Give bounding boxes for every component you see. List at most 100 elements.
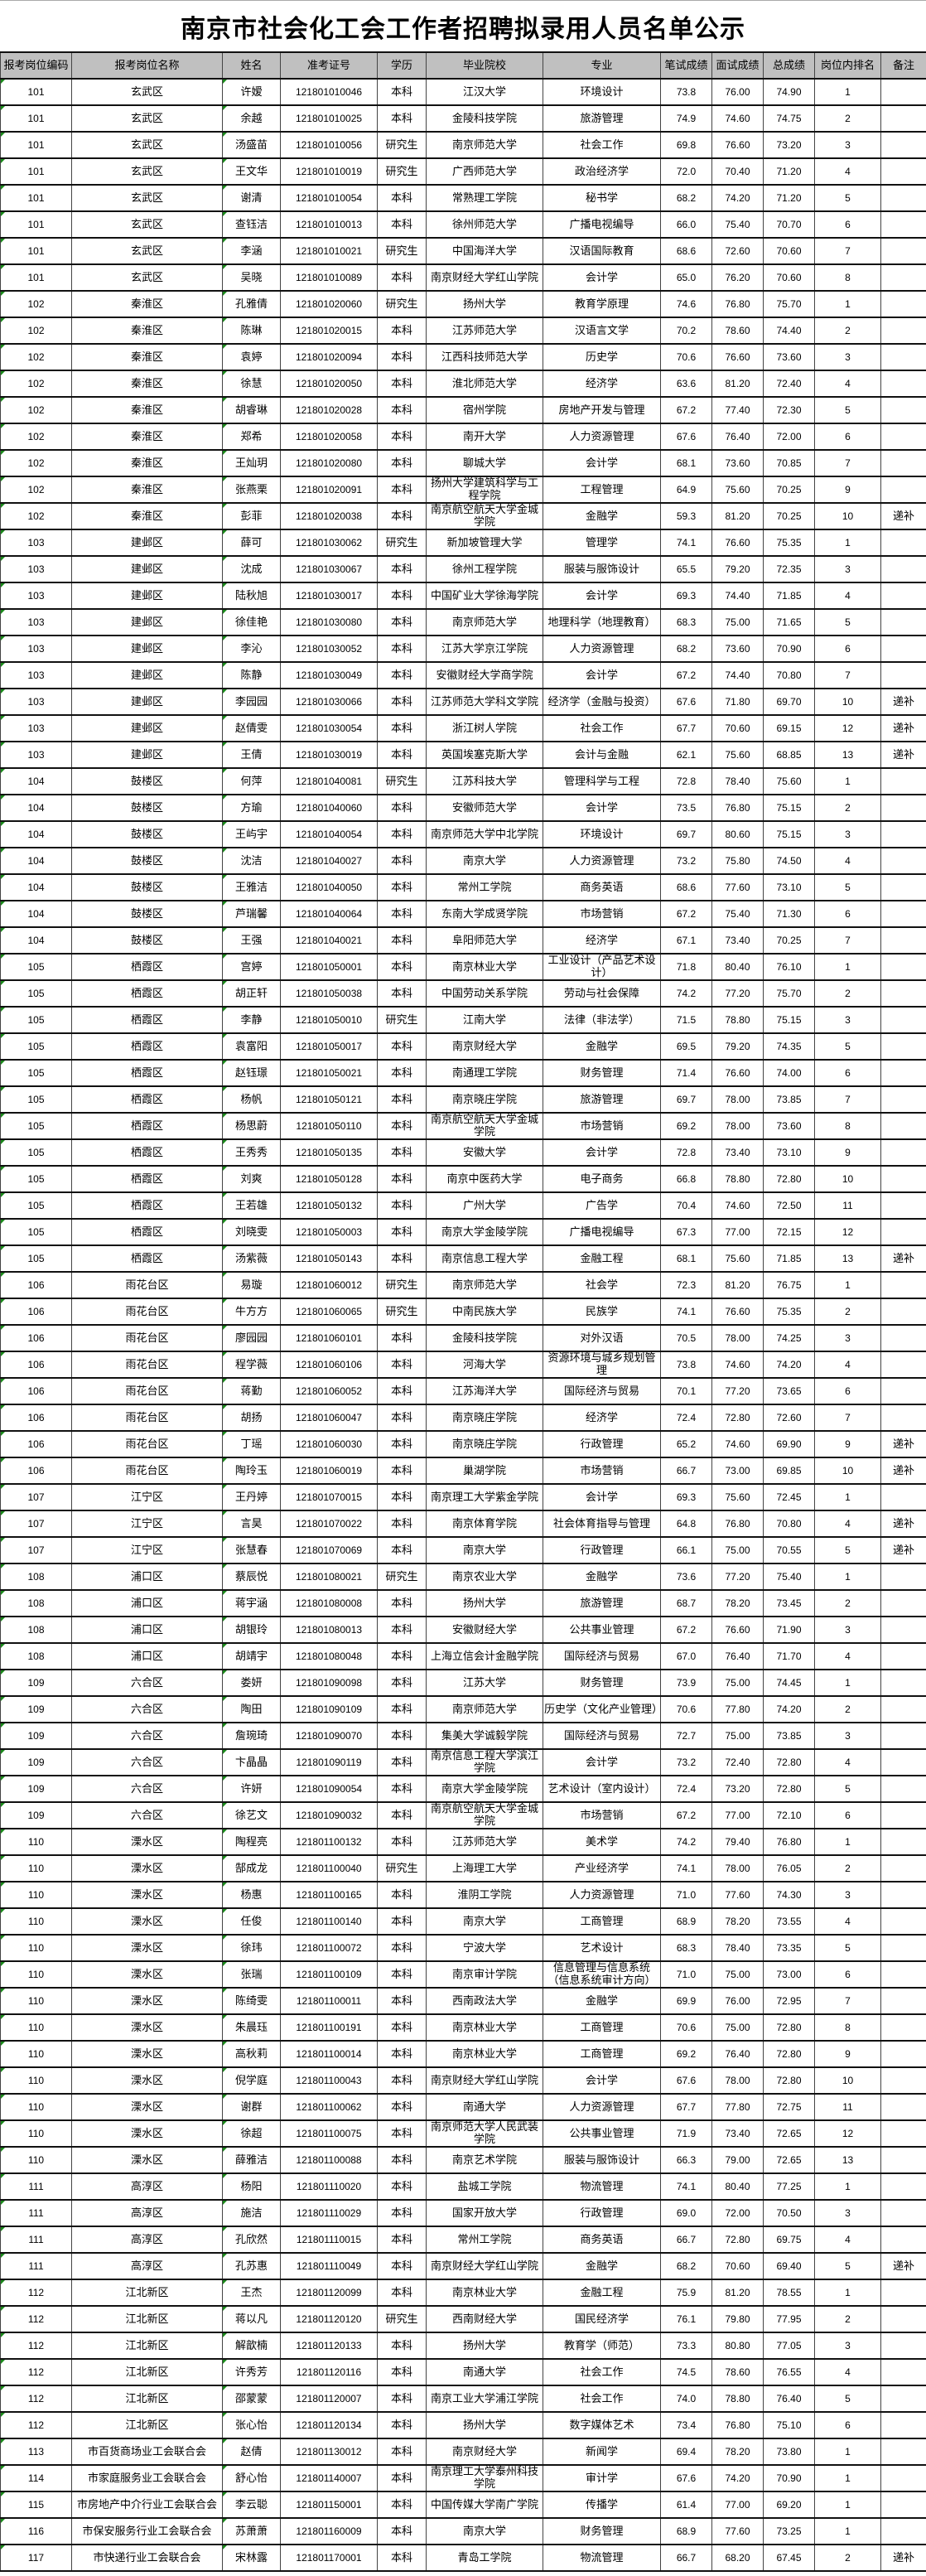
cell-rank: 4: [814, 1510, 881, 1538]
cell-written-score: 69.2: [660, 1112, 712, 1140]
cell-position-name: 建邺区: [71, 582, 223, 610]
cell-position-code: 107: [0, 1536, 72, 1564]
cell-school: 南京财经大学红山学院: [426, 263, 543, 292]
cell-school: 宁波大学: [426, 1934, 543, 1962]
cell-rank: 2: [814, 2544, 881, 2572]
cell-position-name: 溧水区: [71, 1960, 223, 1989]
cell-total-score: 69.15: [763, 714, 815, 742]
cell-rank: 2: [814, 104, 881, 133]
table-row: 112 江北新区 蒋以凡 121801120120 研究生 西南财经大学 国民经济学 76.1…: [0, 2305, 926, 2333]
cell-major: 工商管理: [543, 2040, 661, 2068]
cell-position-code: 112: [0, 2305, 72, 2333]
cell-position-name: 建邺区: [71, 529, 223, 557]
cell-remark: [880, 423, 926, 451]
cell-school: 南京晓庄学院: [426, 1085, 543, 1114]
cell-written-score: 73.4: [660, 2411, 712, 2439]
cell-remark: [880, 847, 926, 875]
cell-name: 杨思蔚: [222, 1112, 281, 1140]
cell-interview-score: 75.00: [711, 1960, 764, 1989]
cell-education: 本科: [377, 1483, 427, 1511]
cell-education: 研究生: [377, 1298, 427, 1326]
cell-position-name: 六合区: [71, 1748, 223, 1776]
table-row: 111 高淳区 施洁 121801110029 本科 国家开放大学 行政管理 69.0 72.0…: [0, 2199, 926, 2227]
cell-education: 本科: [377, 2332, 427, 2360]
cell-education: 本科: [377, 820, 427, 848]
cell-interview-score: 75.00: [711, 1722, 764, 1750]
cell-position-code: 110: [0, 1907, 72, 1936]
cell-education: 本科: [377, 449, 427, 477]
table-row: 106 雨花台区 程学薇 121801060106 本科 河海大学 资源环境与城乡规划管理 7…: [0, 1351, 926, 1379]
cell-exam-id: 121801090070: [280, 1722, 378, 1750]
cell-written-score: 67.6: [660, 2066, 712, 2095]
cell-position-code: 104: [0, 926, 72, 955]
cell-position-name: 江北新区: [71, 2305, 223, 2333]
cell-total-score: 75.15: [763, 794, 815, 822]
cell-education: 本科: [377, 2066, 427, 2095]
candidate-table: 报考岗位编码 报考岗位名称 姓名 准考证号 学历 毕业院校 专业 笔试成绩 面试成绩 总成绩 岗位内…: [0, 51, 926, 2572]
table-row: 103 建邺区 陈静 121801030049 本科 安徽财经大学商学院 会计学 67.2 74…: [0, 661, 926, 689]
cell-interview-score: 70.40: [711, 157, 764, 186]
cell-position-code: 110: [0, 2013, 72, 2042]
cell-school: 新加坡管理大学: [426, 529, 543, 557]
cell-total-score: 71.65: [763, 608, 815, 636]
cell-school: 淮北师范大学: [426, 370, 543, 398]
cell-exam-id: 121801100165: [280, 1881, 378, 1909]
cell-position-code: 111: [0, 2252, 72, 2280]
cell-interview-score: 79.00: [711, 2146, 764, 2174]
cell-rank: 2: [814, 1589, 881, 1617]
table-row: 108 浦口区 蒋宇涵 121801080008 本科 扬州大学 旅游管理 68.7 78.20…: [0, 1589, 926, 1617]
cell-total-score: 70.55: [763, 1536, 815, 1564]
cell-name: 任俊: [222, 1907, 281, 1936]
cell-written-score: 67.6: [660, 2464, 712, 2492]
cell-rank: 4: [814, 370, 881, 398]
cell-remark: [880, 1138, 926, 1167]
cell-position-code: 105: [0, 953, 72, 981]
cell-remark: [880, 449, 926, 477]
cell-total-score: 71.85: [763, 1245, 815, 1273]
cell-name: 徐玮: [222, 1934, 281, 1962]
cell-rank: 1: [814, 2464, 881, 2492]
cell-remark: [880, 926, 926, 955]
cell-total-score: 74.45: [763, 1669, 815, 1697]
cell-rank: 4: [814, 1907, 881, 1936]
cell-education: 本科: [377, 635, 427, 663]
cell-rank: 4: [814, 1642, 881, 1670]
cell-interview-score: 72.60: [711, 237, 764, 265]
cell-total-score: 73.60: [763, 1112, 815, 1140]
cell-position-name: 雨花台区: [71, 1457, 223, 1485]
cell-position-name: 鼓楼区: [71, 794, 223, 822]
cell-interview-score: 76.80: [711, 290, 764, 318]
cell-written-score: 68.3: [660, 608, 712, 636]
cell-education: 本科: [377, 1987, 427, 2015]
cell-interview-score: 70.60: [711, 2252, 764, 2280]
cell-education: 本科: [377, 2252, 427, 2280]
cell-rank: 7: [814, 1404, 881, 1432]
cell-major: 服装与服饰设计: [543, 555, 661, 583]
cell-school: 英国埃塞克斯大学: [426, 741, 543, 769]
cell-total-score: 72.35: [763, 555, 815, 583]
cell-total-score: 75.10: [763, 2411, 815, 2439]
cell-rank: 2: [814, 317, 881, 345]
table-row: 101 玄武区 吴晓 121801010089 本科 南京财经大学红山学院 会计学 65.0 7…: [0, 263, 926, 292]
cell-name: 娄妍: [222, 1669, 281, 1697]
cell-remark: 递补: [880, 1430, 926, 1458]
cell-position-name: 市保安服务行业工会联合会: [71, 2517, 223, 2545]
cell-education: 研究生: [377, 1271, 427, 1299]
cell-remark: [880, 1165, 926, 1193]
cell-exam-id: 121801020038: [280, 502, 378, 530]
cell-written-score: 68.9: [660, 2517, 712, 2545]
cell-interview-score: 78.40: [711, 767, 764, 795]
cell-written-score: 69.7: [660, 820, 712, 848]
cell-name: 倪学庭: [222, 2066, 281, 2095]
cell-written-score: 70.4: [660, 1191, 712, 1220]
cell-rank: 1: [814, 1828, 881, 1856]
cell-position-name: 市房地产中介行业工会联合会: [71, 2491, 223, 2519]
cell-position-name: 秦淮区: [71, 290, 223, 318]
cell-exam-id: 121801120007: [280, 2385, 378, 2413]
cell-remark: [880, 1483, 926, 1511]
cell-name: 宫婷: [222, 953, 281, 981]
cell-major: 汉语言文学: [543, 317, 661, 345]
cell-name: 彭菲: [222, 502, 281, 530]
cell-total-score: 75.15: [763, 820, 815, 848]
cell-total-score: 72.45: [763, 1483, 815, 1511]
